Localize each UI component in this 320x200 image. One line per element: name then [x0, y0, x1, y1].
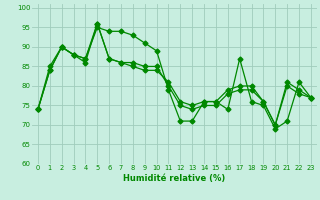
X-axis label: Humidité relative (%): Humidité relative (%) [123, 174, 226, 183]
